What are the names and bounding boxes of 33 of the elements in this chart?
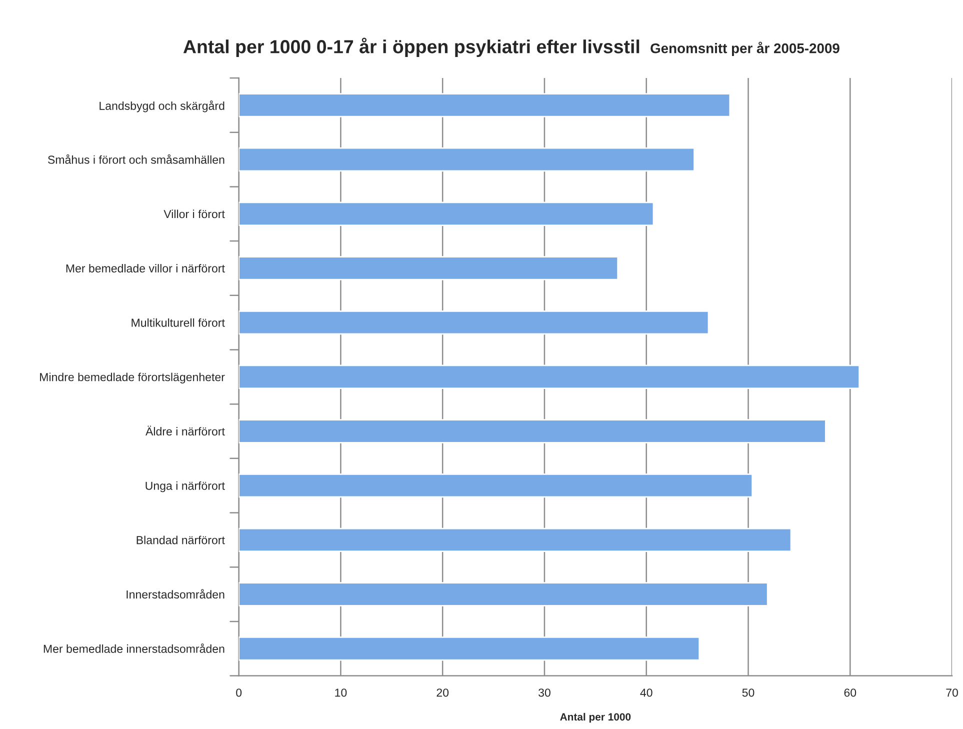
bar	[238, 419, 826, 444]
chart-title: Antal per 1000 0-17 år i öppen psykiatri efter livsstil	[183, 38, 640, 58]
bar	[238, 147, 695, 172]
x-tick-label: 60	[844, 688, 856, 697]
x-tick-label: 70	[946, 688, 958, 697]
x-tick-label: 10	[335, 688, 347, 697]
x-tick-label: 0	[236, 688, 242, 697]
chart-subtitle: Genomsnitt per år 2005-2009	[650, 42, 840, 56]
y-tick-label: Småhus i förort och småsamhällen	[48, 154, 224, 164]
x-axis-title: Antal per 1000	[560, 712, 631, 723]
bar	[238, 256, 619, 280]
x-tick-label: 20	[436, 688, 449, 697]
y-tick-label: Mer bemedlade innerstadsområden	[44, 643, 224, 653]
bar	[238, 310, 710, 335]
y-tick-label: Innerstadsområden	[126, 589, 224, 599]
x-tick-label: 50	[742, 688, 754, 697]
x-tick-label: 40	[640, 688, 652, 697]
x-tick-label: 30	[538, 688, 550, 697]
y-tick-label: Unga i närförort	[146, 481, 225, 492]
bar	[238, 528, 792, 552]
bar	[238, 202, 654, 226]
y-tick-label: Äldre i närförort	[146, 426, 225, 436]
y-tick-label: Mer bemedlade villor i närförort	[66, 264, 225, 272]
y-tick-label: Mindre bemedlade förortslägenheter	[40, 372, 225, 384]
bar	[238, 636, 700, 661]
y-tick-label: Villor i förort	[164, 210, 225, 218]
bar	[238, 364, 860, 389]
bar	[238, 582, 768, 606]
bar	[238, 473, 754, 498]
y-tick-label: Multikulturell förort	[132, 318, 225, 327]
bar	[238, 93, 731, 118]
y-tick-label: Blandad närförort	[136, 536, 225, 544]
y-tick-label: Landsbygd och skärgård	[100, 100, 224, 112]
